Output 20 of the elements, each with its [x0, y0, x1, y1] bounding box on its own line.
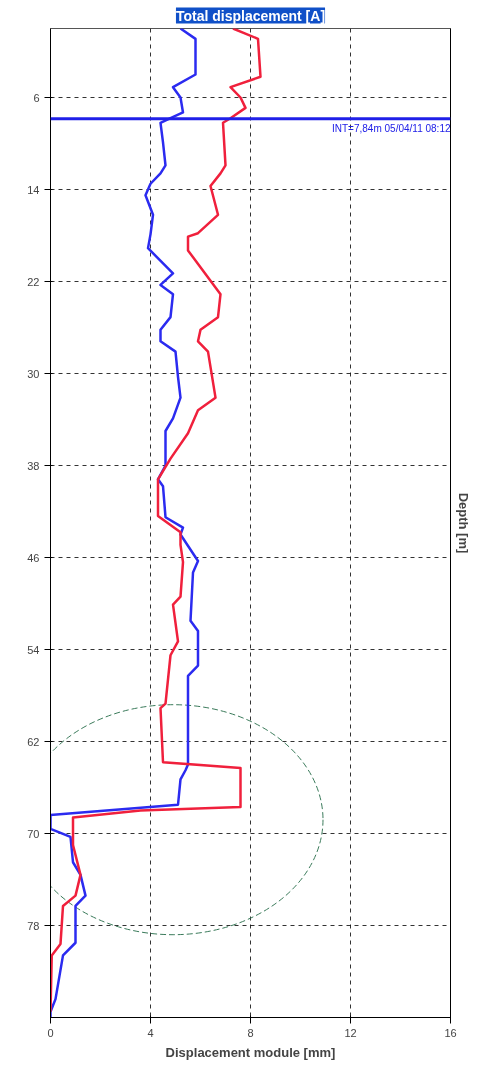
x-tick-label: 0 — [47, 1026, 54, 1039]
y-tick-label: 38 — [27, 459, 40, 472]
y-tick-label: 70 — [27, 827, 40, 840]
chart-title: Total displacement [A] — [175, 7, 326, 24]
y-tick-label: 46 — [27, 551, 40, 564]
y-tick-label: 54 — [27, 643, 40, 656]
line-series — [50, 28, 262, 1013]
x-tick-label: 12 — [344, 1026, 357, 1039]
ref-line-label: INT=7,84m 05/04/11 08:12 — [331, 122, 451, 134]
x-tick-label: 8 — [247, 1026, 254, 1039]
y-tick-label: 14 — [27, 183, 40, 196]
y-axis-title: Depth [m] — [455, 492, 471, 554]
x-tick-label: 16 — [444, 1026, 457, 1039]
y-tick-label: 30 — [27, 367, 40, 380]
y-tick-label: 62 — [27, 735, 40, 748]
y-tick-label: 6 — [33, 91, 40, 104]
y-tick-label: 22 — [27, 275, 40, 288]
y-tick-label: 78 — [27, 919, 40, 932]
x-tick-label: 4 — [147, 1026, 154, 1039]
x-axis-title: Displacement module [mm] — [165, 1044, 336, 1060]
